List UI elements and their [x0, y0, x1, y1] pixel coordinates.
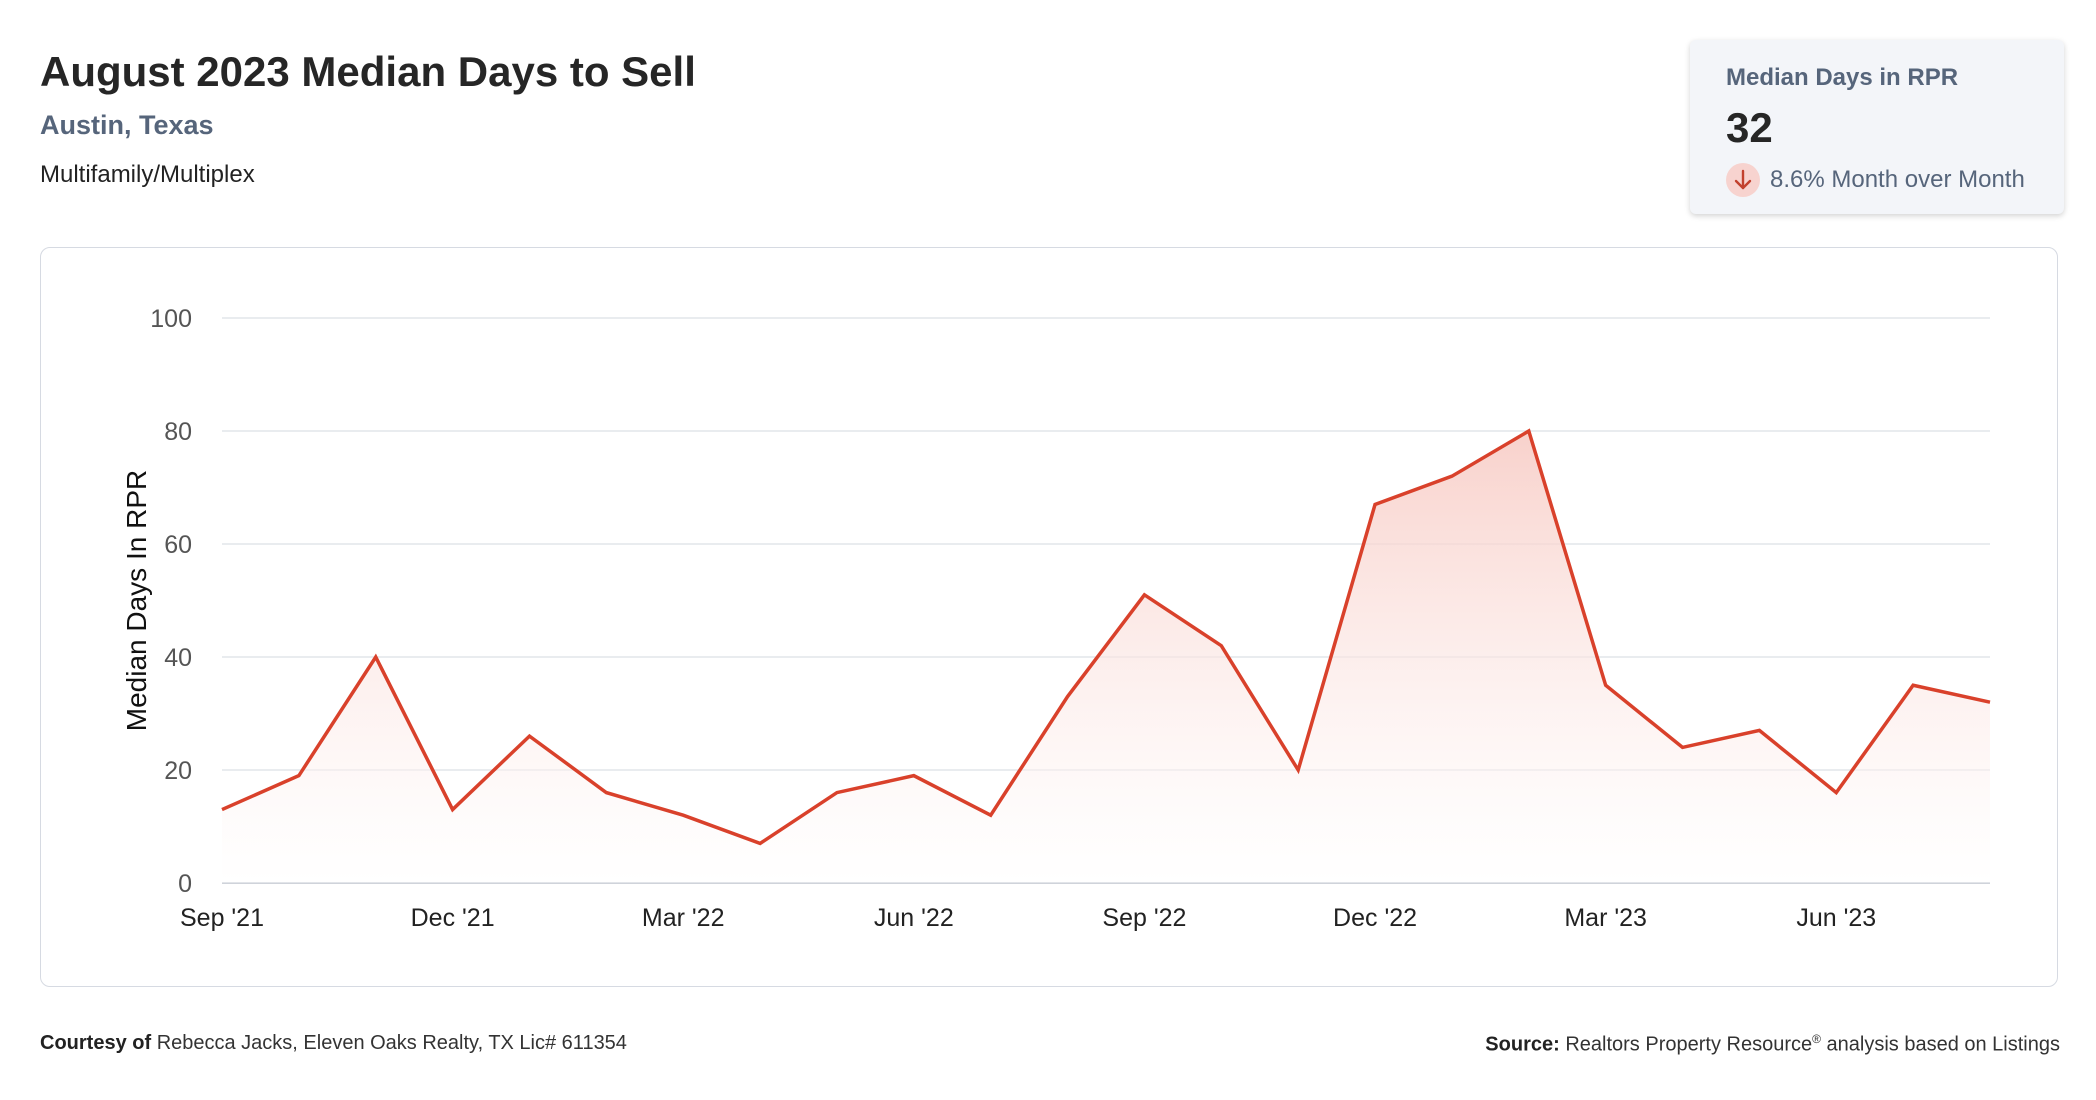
x-tick-label: Mar '23 — [1564, 904, 1647, 932]
data-point — [296, 773, 302, 779]
data-point — [988, 812, 994, 818]
data-point — [1065, 694, 1071, 700]
data-point — [1910, 682, 1916, 688]
x-tick-label: Jun '23 — [1796, 904, 1876, 932]
data-point — [1987, 699, 1993, 705]
data-point — [219, 807, 225, 813]
courtesy-label: Courtesy of — [40, 1032, 152, 1054]
arrow-down-icon — [1726, 163, 1760, 197]
data-point — [603, 790, 609, 796]
y-tick-label: 40 — [164, 644, 192, 672]
x-tick-label: Dec '22 — [1333, 904, 1417, 932]
data-point — [1680, 744, 1686, 750]
kpi-card: Median Days in RPR 32 8.6% Month over Mo… — [1690, 40, 2064, 214]
data-point — [757, 840, 763, 846]
source-text-a: Realtors Property Resource — [1565, 1033, 1813, 1056]
x-tick-label: Dec '21 — [411, 904, 495, 932]
source-footer: Source: Realtors Property Resource® anal… — [1485, 1032, 2060, 1057]
source-text-b: analysis based on Listings — [1826, 1033, 2060, 1056]
courtesy-footer: Courtesy of Rebecca Jacks, Eleven Oaks R… — [40, 1032, 627, 1055]
data-point — [1526, 428, 1532, 434]
y-tick-label: 60 — [164, 531, 192, 559]
kpi-value: 32 — [1726, 104, 1773, 151]
data-point — [1141, 592, 1147, 598]
data-point — [1295, 767, 1301, 773]
data-point — [1449, 473, 1455, 479]
courtesy-text: Rebecca Jacks, Eleven Oaks Realty, TX Li… — [156, 1032, 627, 1054]
data-point — [834, 790, 840, 796]
data-point — [911, 773, 917, 779]
kpi-label: Median Days in RPR — [1726, 64, 1959, 91]
data-point — [450, 807, 456, 813]
series-area — [222, 431, 1990, 883]
x-tick-label: Mar '22 — [642, 904, 725, 932]
y-axis-title: Median Days In RPR — [121, 470, 152, 731]
series-line — [221, 428, 1991, 846]
data-point — [1603, 682, 1609, 688]
source-label: Source: — [1485, 1033, 1560, 1056]
data-point — [1833, 790, 1839, 796]
x-tick-label: Sep '21 — [180, 904, 264, 932]
x-tick-label: Jun '22 — [874, 904, 954, 932]
kpi-change-text: 8.6% Month over Month — [1770, 166, 2025, 193]
registered-mark: ® — [1812, 1032, 1821, 1046]
data-point — [1218, 643, 1224, 649]
median-days-chart: 0 20 40 60 80 100 Sep '21 Dec '21 Mar '22 Jun '22… — [121, 305, 1993, 932]
x-tick-label: Sep '22 — [1102, 904, 1186, 932]
data-point — [373, 654, 379, 660]
y-tick-label: 80 — [164, 418, 192, 446]
y-tick-label: 20 — [164, 757, 192, 785]
data-point — [1756, 727, 1762, 733]
location-subtitle: Austin, Texas — [40, 110, 214, 140]
data-point — [680, 812, 686, 818]
page-title: August 2023 Median Days to Sell — [40, 48, 696, 95]
property-type-label: Multifamily/Multiplex — [40, 161, 255, 188]
data-point — [526, 733, 532, 739]
y-tick-label: 100 — [150, 305, 192, 333]
data-point — [1372, 501, 1378, 507]
kpi-change: 8.6% Month over Month — [1726, 162, 2025, 198]
y-tick-label: 0 — [178, 870, 192, 898]
